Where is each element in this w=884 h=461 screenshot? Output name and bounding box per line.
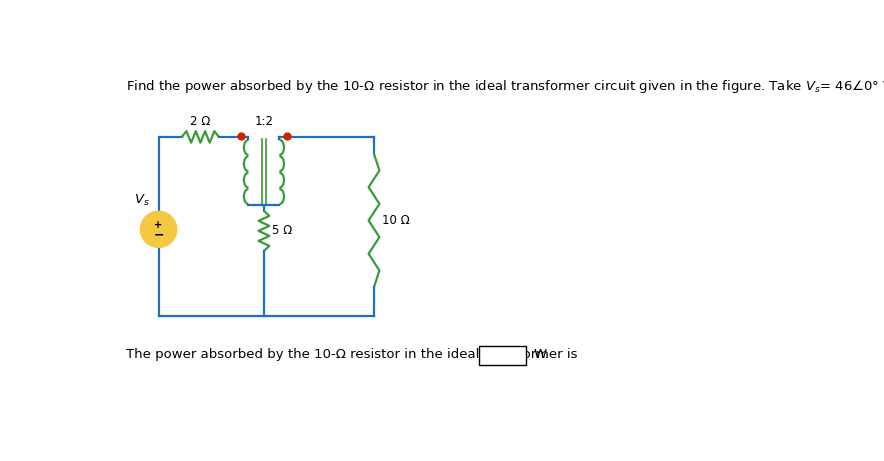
Text: 1:2: 1:2 [255,115,273,129]
FancyBboxPatch shape [479,346,526,365]
Text: The power absorbed by the 10-Ω resistor in the ideal transformer is: The power absorbed by the 10-Ω resistor … [126,349,577,361]
Text: 5 Ω: 5 Ω [271,225,292,237]
Text: 10 Ω: 10 Ω [382,214,409,227]
Text: −: − [153,228,164,241]
Circle shape [141,212,177,247]
Text: +: + [155,220,163,230]
Text: $V_s$: $V_s$ [133,193,149,207]
Text: W.: W. [534,349,549,361]
Text: 2 Ω: 2 Ω [190,115,210,129]
Text: Find the power absorbed by the 10-Ω resistor in the ideal transformer circuit gi: Find the power absorbed by the 10-Ω resi… [126,77,884,95]
